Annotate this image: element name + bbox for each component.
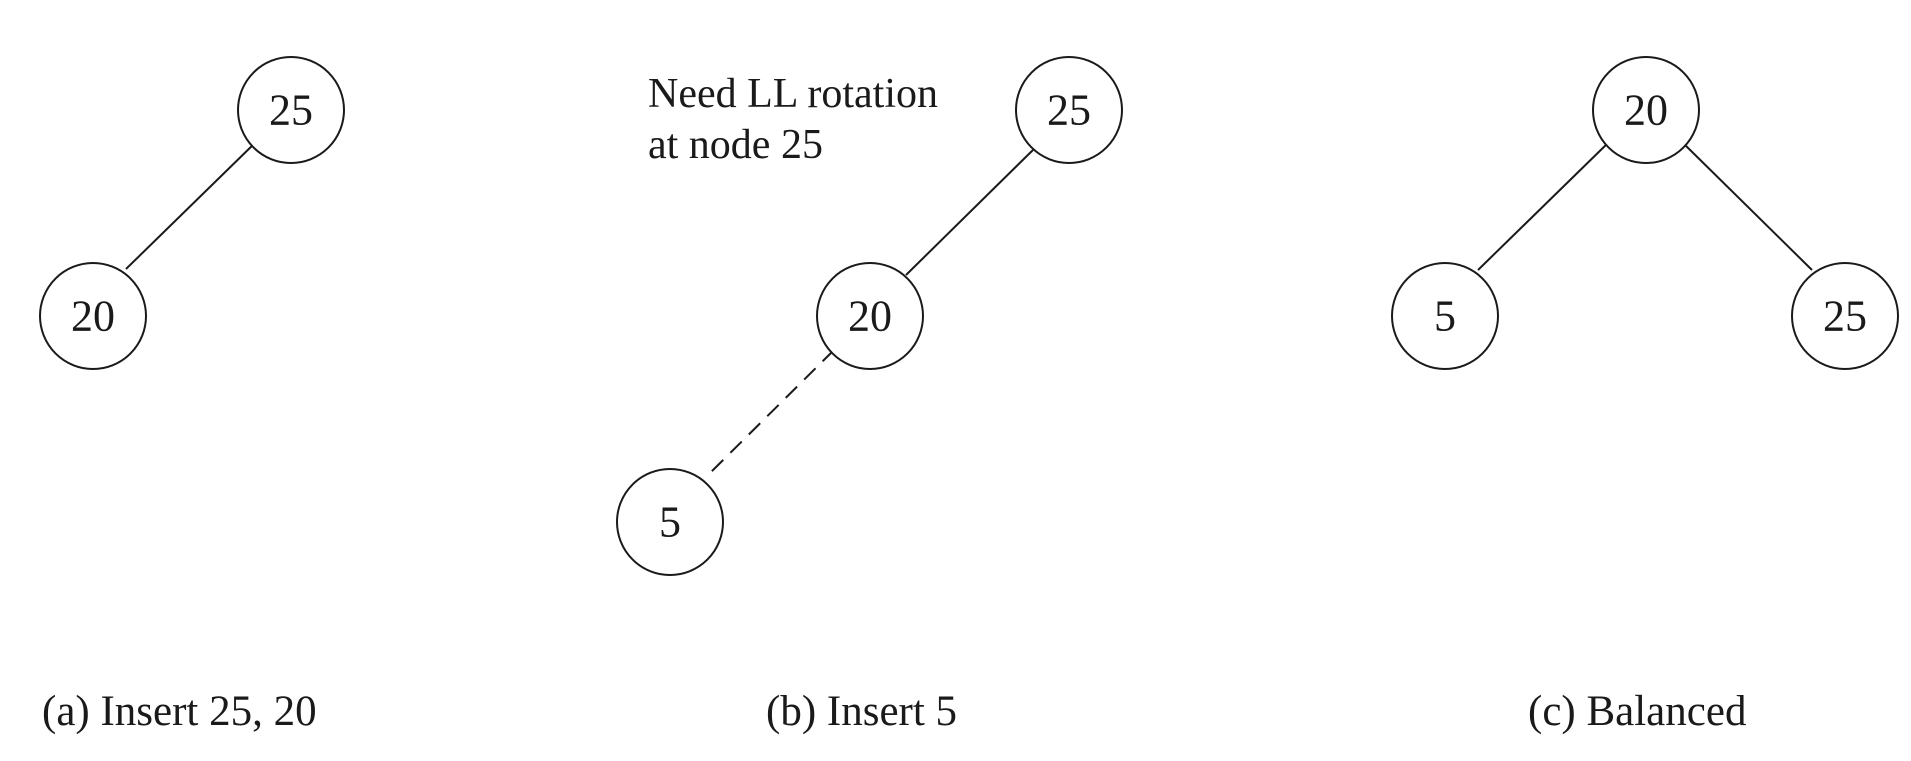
node-a-20-label: 20 (71, 292, 115, 341)
node-b-5-circle (616, 468, 724, 576)
caption-b: (b) Insert 5 (766, 688, 958, 735)
node-a-25-label: 25 (269, 86, 313, 135)
panel-a-tree: 25 20 (39, 56, 345, 370)
caption-c: (c) Balanced (1528, 688, 1747, 735)
edge-a-25-20 (125, 140, 258, 270)
node-b-25-circle (1015, 56, 1123, 164)
edge-b-25-20 (905, 146, 1037, 276)
node-b-5-label: 5 (659, 498, 681, 547)
node-b-20-circle (816, 262, 924, 370)
edge-c-20-5 (1477, 140, 1611, 271)
node-b-20-label: 20 (848, 292, 892, 341)
node-a-20-circle (39, 262, 147, 370)
panel-b-tree: 25 20 5 (616, 56, 1123, 576)
edge-c-20-25 (1680, 140, 1813, 271)
rotation-annotation-line1: Need LL rotation (648, 71, 939, 117)
node-c-25-label: 25 (1823, 292, 1867, 341)
node-c-20-circle (1592, 56, 1700, 164)
node-a-25-circle (237, 56, 345, 164)
node-c-5-label: 5 (1434, 292, 1456, 341)
caption-a: (a) Insert 25, 20 (42, 688, 317, 735)
panel-c-tree: 20 5 25 (1391, 56, 1899, 370)
rotation-annotation: Need LL rotation at node 25 (648, 69, 938, 171)
edge-b-20-5-dashed (706, 349, 835, 477)
node-c-20-label: 20 (1624, 86, 1668, 135)
node-c-5-circle (1391, 262, 1499, 370)
rotation-annotation-line2: at node 25 (648, 122, 823, 168)
node-b-25-label: 25 (1047, 86, 1091, 135)
node-c-25-circle (1791, 262, 1899, 370)
